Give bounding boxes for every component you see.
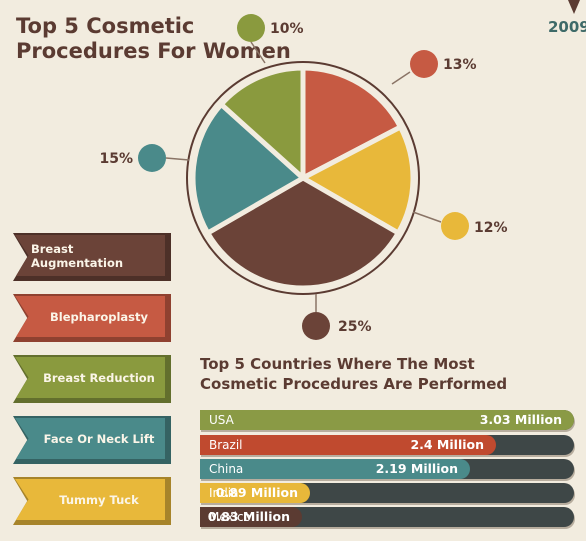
callout-dot-tummy-tuck xyxy=(441,212,469,240)
bar-row-mexico: Mexico 0.83 Million xyxy=(200,507,576,527)
legend-item-face-or-neck-lift: Face Or Neck Lift xyxy=(13,416,171,464)
pie-value-label-tummy-tuck: 12% xyxy=(474,220,508,236)
legend-swatch xyxy=(15,357,165,398)
bar-brazil xyxy=(200,435,496,455)
year-label: 2009 xyxy=(548,18,586,36)
legend-label: Tummy Tuck xyxy=(59,492,139,507)
callout-dot-blepharoplasty xyxy=(410,50,438,78)
legend-swatch xyxy=(15,296,165,337)
legend-label: Breast Augmentation xyxy=(31,241,124,270)
countries-chart-title: Top 5 Countries Where The Most Cosmetic … xyxy=(200,354,507,394)
countries-title-line-2: Cosmetic Procedures Are Performed xyxy=(200,375,508,393)
callout-dot-breast-augmentation xyxy=(302,312,330,340)
pie-slice-breast-augmentation xyxy=(205,175,401,291)
bar-country-label: China xyxy=(209,462,244,476)
bar-row-china: China 2.19 Million xyxy=(200,459,576,479)
bar-country-label: India xyxy=(209,486,239,500)
legend-item-breast-reduction: Breast Reduction xyxy=(13,355,171,403)
bar-row-india: India 0.89 Million xyxy=(200,483,576,503)
bar-mexico xyxy=(200,507,302,527)
bar-usa xyxy=(200,410,574,430)
legend-label: Face Or Neck Lift xyxy=(43,431,155,446)
bar-value-label: 0.83 Million xyxy=(207,509,290,524)
pie-slice-tummy-tuck xyxy=(300,124,416,236)
callout-dot-face-or-neck-lift xyxy=(138,144,166,172)
bar-value-label: 3.03 Million xyxy=(479,412,562,427)
callout-line-breast-reduction xyxy=(250,41,266,64)
legend-label: Breast Reduction xyxy=(43,370,155,385)
pie-value-label-breast-reduction: 10% xyxy=(270,21,304,37)
countries-title-line-1: Top 5 Countries Where The Most xyxy=(200,355,475,373)
bar-value-label: 2.19 Million xyxy=(375,461,458,476)
page-title: Top 5 Cosmetic Procedures For Women xyxy=(16,14,291,64)
callout-line-tummy-tuck xyxy=(412,211,442,223)
bar-country-label: Mexico xyxy=(209,510,251,524)
pie-outer-ring xyxy=(186,61,420,295)
bar-value-label: 2.4 Million xyxy=(410,437,484,452)
legend-swatch xyxy=(15,235,165,276)
bar-china xyxy=(200,459,470,479)
bar-country-label: USA xyxy=(209,413,234,427)
callout-dot-breast-reduction xyxy=(237,14,265,42)
pie-value-label-blepharoplasty: 13% xyxy=(443,57,477,73)
bar-value-label: 0.89 Million xyxy=(215,485,298,500)
bar-row-brazil: Brazil 2.4 Million xyxy=(200,435,576,455)
pie-value-label-face-or-neck-lift: 15% xyxy=(99,151,133,167)
legend-item-tummy-tuck: Tummy Tuck xyxy=(13,477,171,525)
title-line-1: Top 5 Cosmetic xyxy=(16,14,195,38)
pie-value-label-breast-augmentation: 25% xyxy=(338,319,372,335)
callout-line-blepharoplasty xyxy=(391,71,411,85)
pie-slice-face-or-neck-lift xyxy=(190,101,306,236)
callout-line-face-or-neck-lift xyxy=(165,157,190,161)
legend-label: Blepharoplasty xyxy=(49,309,149,324)
title-line-2: Procedures For Women xyxy=(16,39,291,63)
legend-item-breast-augmentation: Breast Augmentation xyxy=(13,233,171,281)
pie-slice-breast-reduction xyxy=(218,65,306,181)
legend-swatch xyxy=(15,479,165,520)
corner-arrow-icon xyxy=(568,0,580,14)
bar-india xyxy=(200,483,310,503)
pie-slice-blepharoplasty xyxy=(300,65,403,181)
legend-item-blepharoplasty: Blepharoplasty xyxy=(13,294,171,342)
bar-country-label: Brazil xyxy=(209,438,243,452)
legend-swatch xyxy=(15,418,165,459)
bar-row-usa: USA 3.03 Million xyxy=(200,410,576,430)
